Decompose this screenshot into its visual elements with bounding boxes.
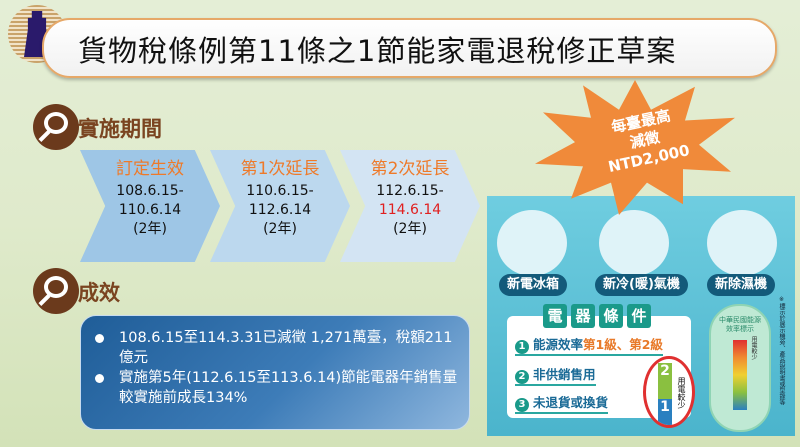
conditions-title-char: 件	[627, 304, 651, 328]
period-title: 實施期間	[78, 117, 162, 141]
condition-text: 非供銷售用	[533, 367, 596, 382]
appliance-label: 新冷(暖)氣機	[595, 274, 688, 296]
label-zoom-circle: 2 1 用電較少	[643, 356, 695, 428]
stage-label: 訂定生效	[116, 159, 184, 179]
title-banner	[42, 18, 777, 78]
stage-2: 第1次延長 110.6.15- 112.6.14 (2年)	[210, 150, 350, 262]
results-title: 成效	[78, 281, 120, 305]
magnifier-icon	[33, 104, 79, 150]
condition-text: 能源效率	[533, 337, 584, 352]
results-box: 108.6.15至114.3.31已減徵 1,271萬臺，稅額211億元 實施第…	[80, 315, 470, 430]
stage-3: 第2次延長 112.6.15- 114.6.14 (2年)	[340, 150, 480, 262]
conditions-title-char: 器	[571, 304, 595, 328]
condition-highlight: 第1級、第2級	[583, 337, 663, 352]
stage-label: 第2次延長	[370, 159, 450, 179]
appliance-panel: 新電冰箱 新冷(暖)氣機 新除濕機 電 器 條 件 1 能源效率第1級、第2級 2…	[487, 196, 795, 436]
result-item: 108.6.15至114.3.31已減徵 1,271萬臺，稅額211億元	[93, 328, 459, 368]
refrigerator-icon	[497, 210, 567, 276]
result-item: 實施第5年(112.6.15至113.6.14)節能電器年銷售量較實施前成長13…	[93, 368, 459, 408]
stage-duration: (2年)	[133, 221, 167, 237]
condition-2: 2 非供銷售用	[515, 364, 596, 386]
condition-number: 3	[515, 398, 529, 412]
energy-label-title: 中華民國能源效率標示	[719, 316, 761, 333]
condition-3: 3 未退貨或換貨	[515, 392, 609, 414]
energy-label: 中華民國能源效率標示 用電較少	[709, 304, 771, 432]
magnifier-icon	[33, 268, 79, 314]
appliance-label: 新電冰箱	[499, 274, 568, 296]
page-title: 貨物稅條例第11條之1節能家電退稅修正草案	[78, 34, 677, 68]
conditions-title-char: 條	[599, 304, 623, 328]
stage-duration: (2年)	[263, 221, 297, 237]
condition-number: 2	[515, 370, 529, 384]
air-conditioner-icon	[599, 210, 669, 276]
condition-1: 1 能源效率第1級、第2級	[515, 334, 663, 356]
energy-label-note: 用電較少	[750, 336, 757, 360]
zoom-label-note: 用電較少	[677, 377, 686, 409]
appliance-label: 新除濕機	[707, 274, 776, 296]
side-note: ※標示於展示機旁、產品說明書或型錄等	[778, 296, 785, 405]
stage-start: 108.6.15-	[116, 183, 184, 199]
conditions-title-char: 電	[543, 304, 567, 328]
stage-label: 第1次延長	[240, 159, 320, 179]
stage-duration: (2年)	[393, 221, 427, 237]
condition-text: 未退貨或換貨	[533, 395, 609, 410]
stage-start: 110.6.15-	[246, 183, 314, 199]
stage-start: 112.6.15-	[376, 183, 444, 199]
efficiency-scale	[733, 340, 747, 410]
condition-number: 1	[515, 340, 529, 354]
stage-end: 110.6.14	[118, 202, 182, 218]
dehumidifier-icon	[707, 210, 777, 276]
stage-1: 訂定生效 108.6.15- 110.6.14 (2年)	[80, 150, 220, 262]
stage-end: 114.6.14	[378, 202, 442, 218]
stage-end: 112.6.14	[248, 202, 312, 218]
